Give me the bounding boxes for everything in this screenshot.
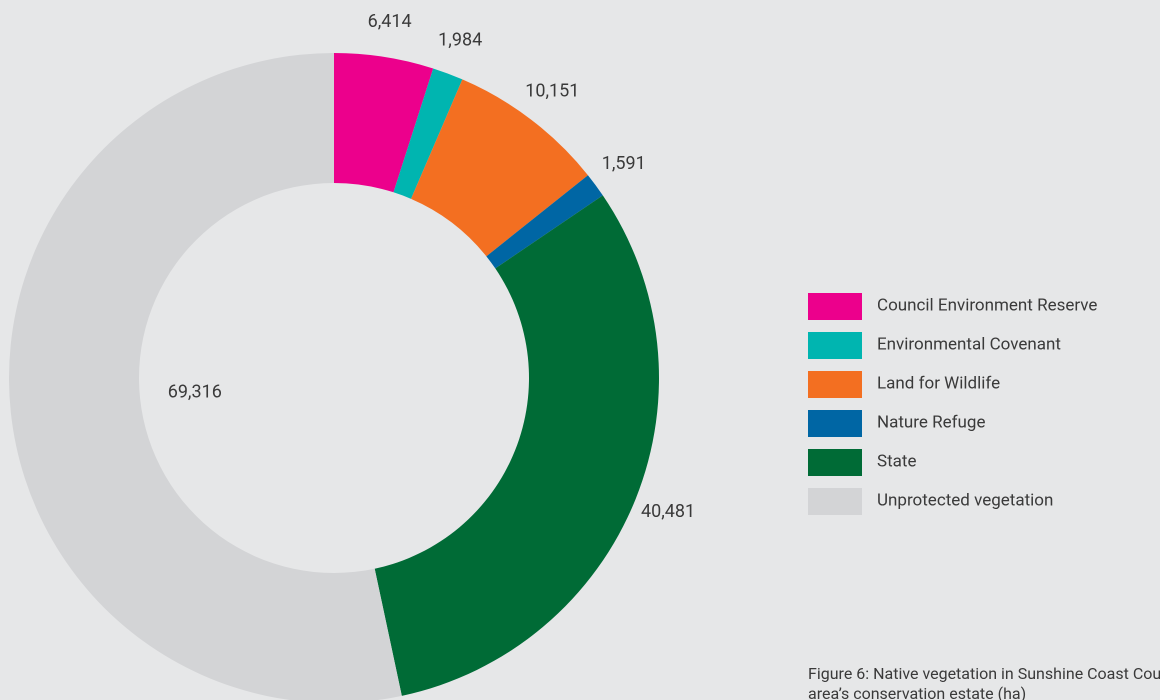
donut-segment xyxy=(411,79,588,257)
data-label: 10,151 xyxy=(525,80,579,101)
caption: Figure 6: Native vegetation in Sunshine … xyxy=(808,664,1160,700)
legend-label: Nature Refuge xyxy=(877,412,985,432)
data-label: 1,984 xyxy=(438,30,482,51)
legend-swatch xyxy=(808,488,862,515)
data-label: 69,316 xyxy=(168,381,222,402)
legend-swatch xyxy=(808,293,862,320)
legend-label: Environmental Covenant xyxy=(877,334,1061,354)
legend-label: State xyxy=(877,451,916,471)
donut-segment xyxy=(374,195,659,696)
legend-swatch xyxy=(808,371,862,398)
legend-label: Unprotected vegetation xyxy=(877,490,1053,510)
data-label: 1,591 xyxy=(602,153,646,174)
legend-swatch xyxy=(808,410,862,437)
legend-swatch xyxy=(808,332,862,359)
donut-segment xyxy=(393,68,463,199)
data-label: 6,414 xyxy=(368,11,412,32)
donut-segment xyxy=(9,53,402,700)
legend-swatch xyxy=(808,449,862,476)
data-label: 40,481 xyxy=(641,501,695,522)
legend-label: Land for Wildlife xyxy=(877,373,1000,393)
legend-label: Council Environment Reserve xyxy=(877,295,1097,315)
donut-segment xyxy=(334,53,434,193)
donut-segment xyxy=(486,175,603,269)
